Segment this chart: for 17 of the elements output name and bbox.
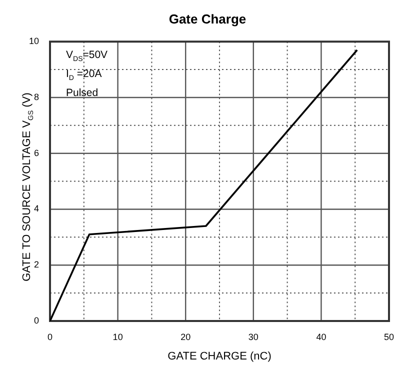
y-tick-label: 2 bbox=[34, 260, 40, 270]
annotation: Pulsed bbox=[66, 86, 100, 100]
x-tick-label: 40 bbox=[316, 332, 326, 342]
x-axis-title: GATE CHARGE (nC) bbox=[168, 350, 272, 362]
y-tick-label: 10 bbox=[28, 36, 40, 46]
x-tick-label: 30 bbox=[248, 332, 258, 342]
y-tick-label: 6 bbox=[34, 148, 40, 158]
y-tick-label: 8 bbox=[34, 92, 40, 102]
x-tick-label: 0 bbox=[48, 332, 53, 342]
x-tick-label: 10 bbox=[112, 332, 123, 342]
chart-title: Gate Charge bbox=[168, 11, 246, 26]
y-tick-label: 4 bbox=[34, 204, 40, 214]
annotation: I$_{D}$ =20A bbox=[66, 67, 103, 84]
x-tick-label: 20 bbox=[180, 332, 191, 342]
y-tick-label: 0 bbox=[34, 315, 40, 326]
annotation: V$_{DS}$=50V bbox=[66, 48, 108, 66]
x-tick-label: 50 bbox=[384, 332, 394, 342]
